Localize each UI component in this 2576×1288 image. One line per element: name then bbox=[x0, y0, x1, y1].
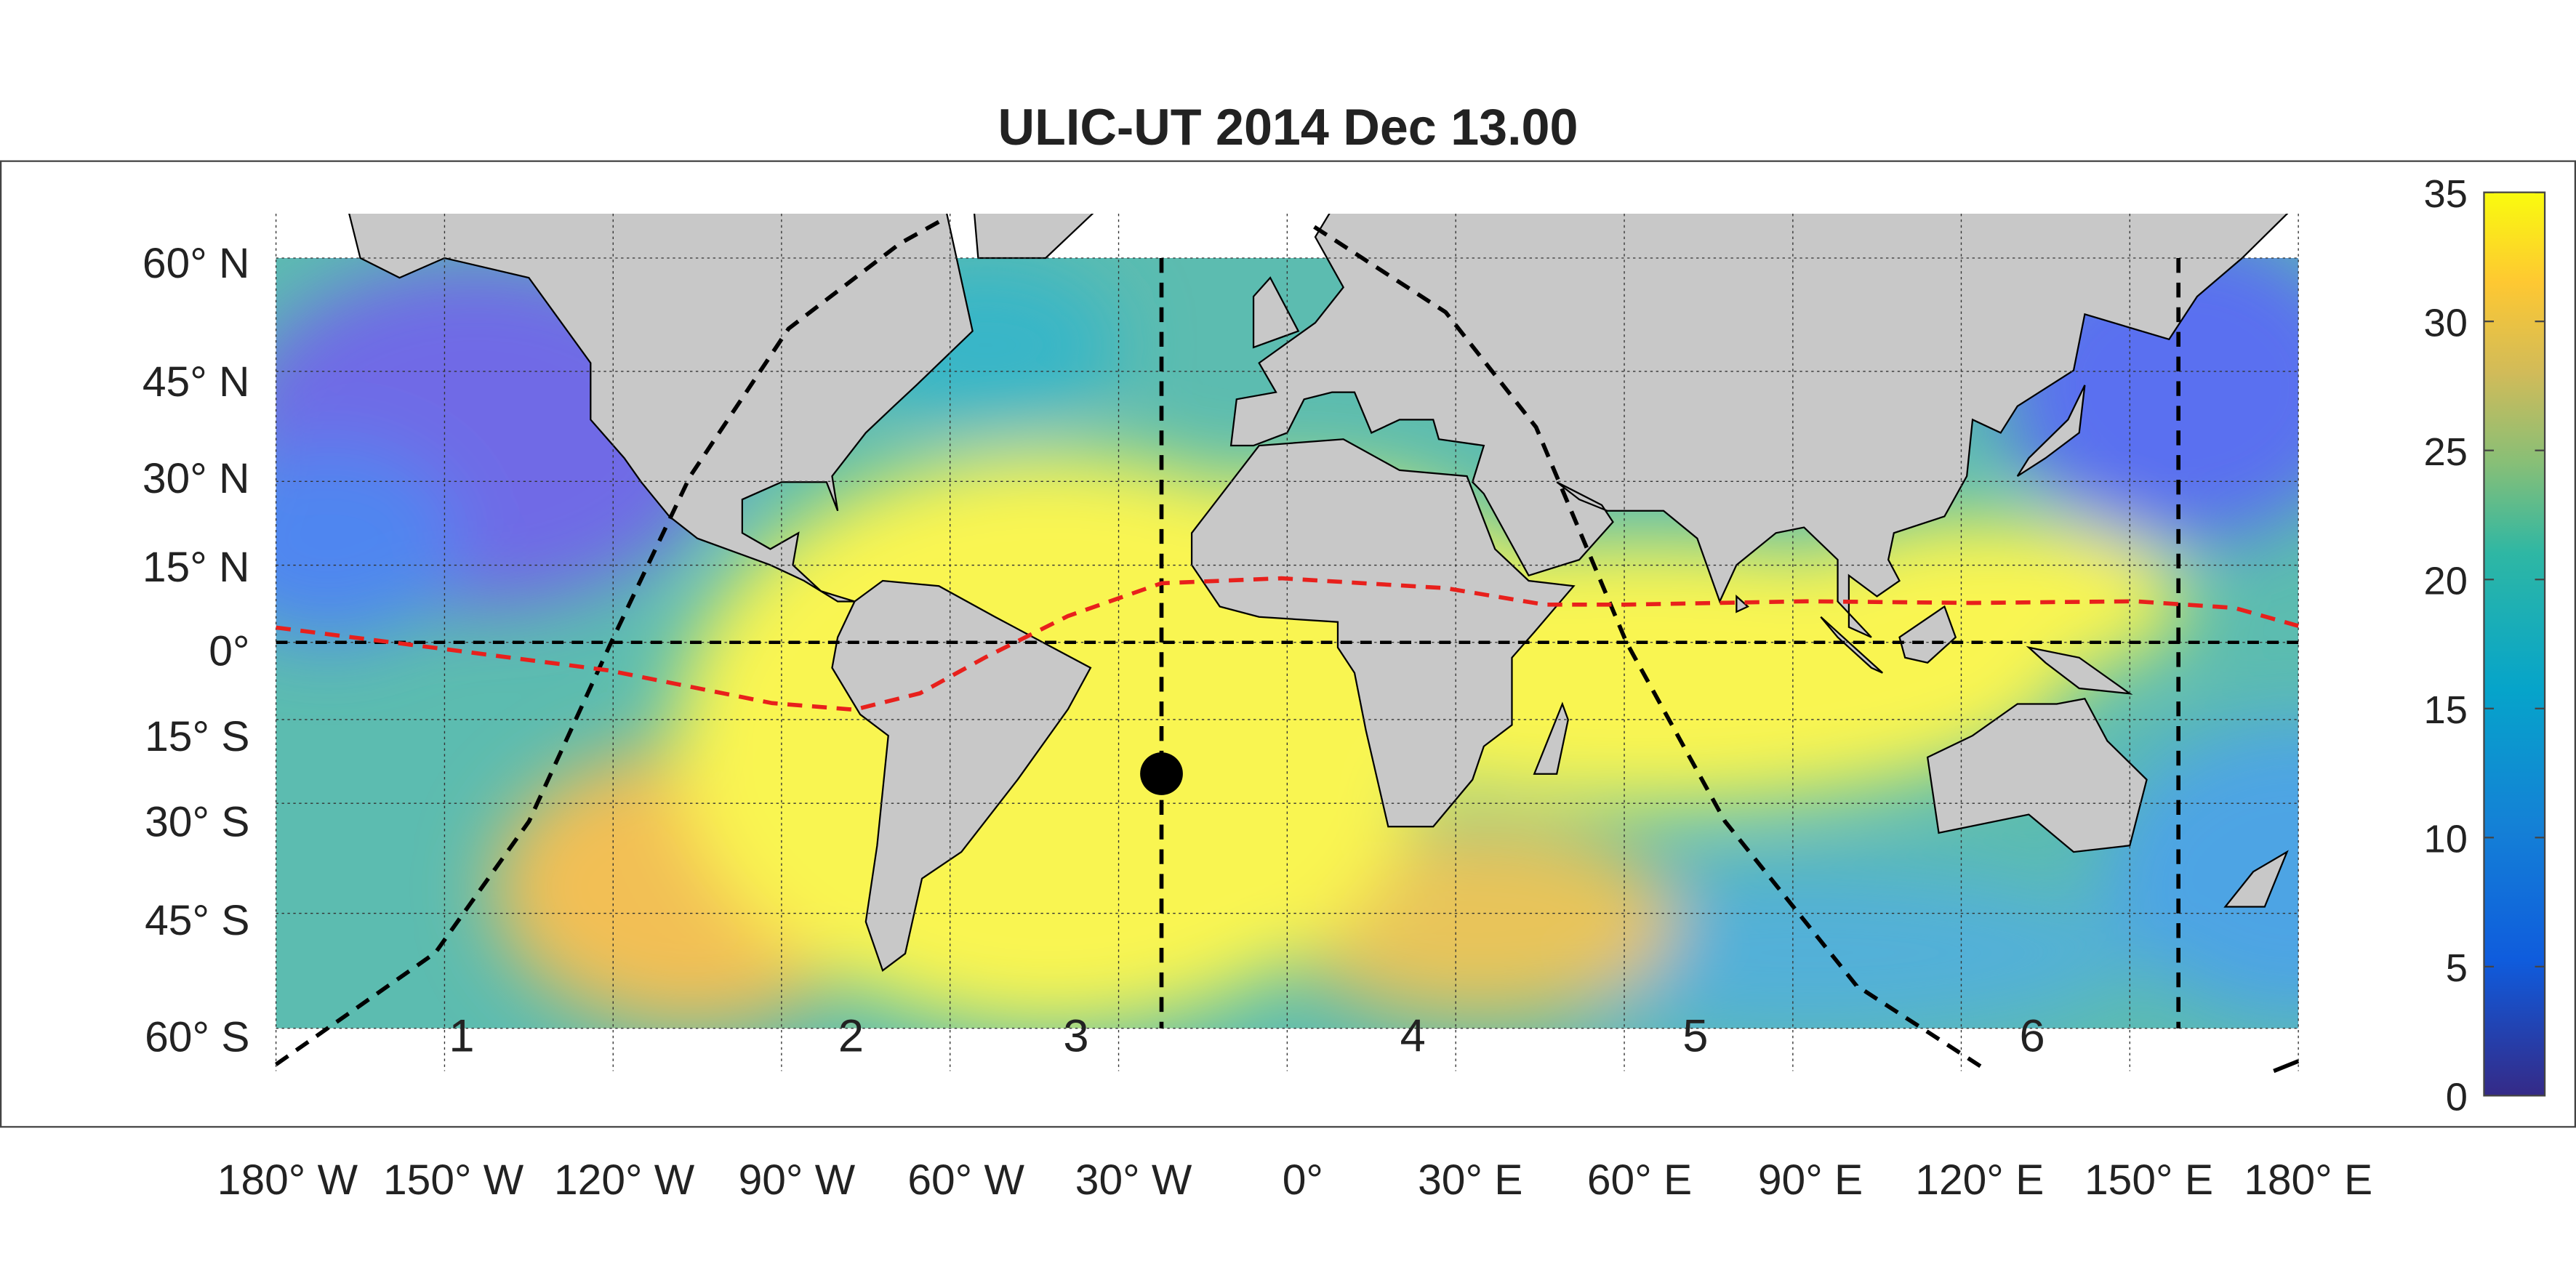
frame bbox=[0, 160, 2576, 1128]
longitude-label: 60° W bbox=[907, 1156, 1024, 1204]
region-label: 2 bbox=[838, 1010, 864, 1061]
colorbar bbox=[2483, 191, 2546, 1097]
landmass bbox=[348, 213, 974, 603]
longitude-label: 90° W bbox=[739, 1156, 856, 1204]
landmass bbox=[1229, 213, 2289, 638]
landmass bbox=[831, 579, 1092, 973]
landmass bbox=[1736, 594, 1749, 613]
field-blob bbox=[276, 443, 460, 641]
longitude-label: 30° E bbox=[1418, 1156, 1522, 1204]
landmass bbox=[973, 213, 1094, 259]
colorbar-tick-label: 20 bbox=[2424, 560, 2468, 603]
latitude-label: 15° N bbox=[143, 544, 250, 591]
longitude-label: 90° E bbox=[1758, 1156, 1863, 1204]
region-label: 1 bbox=[449, 1010, 474, 1061]
overlay bbox=[274, 217, 2300, 1074]
longitude-label: 30° W bbox=[1075, 1156, 1192, 1204]
longitude-label: 60° E bbox=[1587, 1156, 1692, 1204]
colorbar-tick-label: 0 bbox=[2446, 1076, 2468, 1119]
latitude-label: 30° N bbox=[143, 455, 250, 502]
longitude-label: 120° W bbox=[554, 1156, 695, 1204]
location-marker bbox=[1140, 752, 1183, 795]
latitude-label: 30° S bbox=[145, 798, 249, 845]
field-blob bbox=[2103, 723, 2299, 1019]
region-label: 3 bbox=[1063, 1010, 1088, 1061]
landmass bbox=[1926, 697, 2148, 853]
latitude-label: 0° bbox=[209, 627, 249, 675]
region-label: 6 bbox=[2019, 1010, 2045, 1061]
longitude-label: 120° E bbox=[1915, 1156, 2044, 1204]
colorbar-tick-label: 30 bbox=[2424, 301, 2468, 345]
landmass bbox=[2223, 850, 2289, 908]
landmass bbox=[1898, 605, 1957, 664]
landmass bbox=[1820, 616, 1883, 674]
track-line bbox=[2273, 1059, 2300, 1074]
latitude-label: 45° N bbox=[143, 358, 250, 406]
land bbox=[348, 213, 2289, 973]
colorbar-tick-label: 35 bbox=[2424, 172, 2468, 216]
latitude-label: 15° S bbox=[145, 713, 249, 760]
track-line bbox=[1313, 225, 1989, 1073]
track-line bbox=[274, 217, 946, 1066]
landmass bbox=[1533, 701, 1569, 775]
magnetic-equator bbox=[276, 576, 2299, 712]
longitude-label: 180° W bbox=[217, 1156, 358, 1204]
landmass bbox=[2016, 385, 2086, 478]
longitude-label: 150° W bbox=[383, 1156, 524, 1204]
latitude-label: 60° N bbox=[143, 240, 250, 287]
colorbar-tick-label: 5 bbox=[2446, 946, 2468, 990]
landmass bbox=[2026, 645, 2133, 695]
longitude-label: 150° E bbox=[2085, 1156, 2213, 1204]
longitude-label: 180° E bbox=[2244, 1156, 2372, 1204]
latitude-label: 60° S bbox=[145, 1013, 249, 1060]
colorbar-tick-label: 10 bbox=[2424, 818, 2468, 861]
longitude-label: 0° bbox=[1283, 1156, 1323, 1204]
colorbar-tick-label: 25 bbox=[2424, 430, 2468, 474]
region-label: 5 bbox=[1682, 1010, 1708, 1061]
latitude-label: 45° S bbox=[145, 897, 249, 944]
colorbar-tick-label: 15 bbox=[2424, 688, 2468, 732]
title: ULIC-UT 2014 Dec 13.00 bbox=[998, 99, 1578, 156]
region-label: 4 bbox=[1400, 1010, 1426, 1061]
